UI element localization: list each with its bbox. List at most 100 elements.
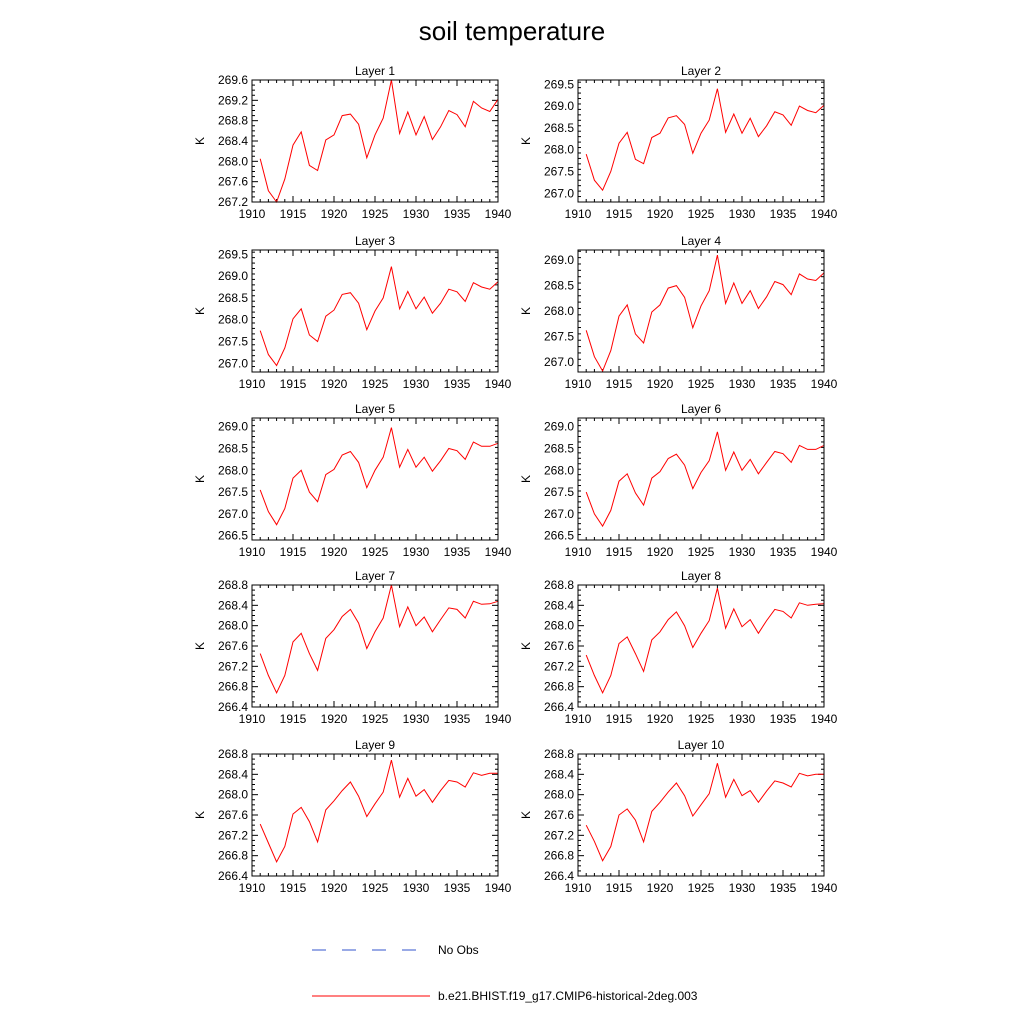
y-tick-label: 266.5 [544,529,574,543]
y-axis-label: K [193,307,207,315]
x-tick-label: 1925 [688,881,715,895]
plot-frame [251,584,499,708]
x-tick-label: 1925 [362,207,389,221]
y-axis-label: K [193,811,207,819]
series-line [585,587,825,694]
panel-title: Layer 4 [681,234,721,248]
series-line [585,88,825,192]
y-tick-label: 268.5 [218,291,248,305]
y-tick-label: 267.6 [544,808,574,822]
y-tick-label: 267.0 [218,507,248,521]
x-tick-label: 1920 [321,881,348,895]
panel-title: Layer 8 [681,569,721,583]
series-line [259,584,499,694]
x-tick-label: 1915 [606,881,633,895]
series-line [259,79,499,204]
panel-title: Layer 6 [681,402,721,416]
y-tick-label: 266.8 [544,680,574,694]
panel-layer-2: Layer 2 K 1910 1915 1920 1925 1930 1935 1940 267.… [519,64,838,221]
x-tick-label: 1935 [444,881,471,895]
x-tick-label: 1925 [688,207,715,221]
y-axis-label: K [519,137,533,145]
y-tick-label: 269.6 [218,73,248,87]
y-tick-label: 268.0 [218,619,248,633]
y-tick-label: 266.4 [544,869,574,883]
x-tick-label: 1930 [729,881,756,895]
y-tick-label: 266.4 [218,869,248,883]
y-tick-label: 268.4 [218,598,248,612]
panel-layer-5: Layer 5 K 1910 1915 1920 1925 1930 1935 1940 266.… [193,402,512,559]
y-tick-label: 267.5 [218,335,248,349]
y-tick-label: 267.5 [218,485,248,499]
y-axis-label: K [193,137,207,145]
x-tick-label: 1910 [565,712,592,726]
panel-layer-7: Layer 7 K 1910 1915 1920 1925 1930 1935 1940 266.… [193,569,512,726]
y-tick-label: 268.0 [544,143,574,157]
x-tick-label: 1935 [770,881,797,895]
y-tick-label: 267.2 [218,195,248,209]
x-tick-label: 1910 [239,207,266,221]
y-tick-label: 266.5 [218,529,248,543]
y-axis-label: K [519,307,533,315]
y-axis-label: K [193,642,207,650]
panel-layer-10: Layer 10 K 1910 1915 1920 1925 1930 1935 1940 266… [519,738,838,895]
x-tick-label: 1940 [811,881,838,895]
x-tick-label: 1910 [239,712,266,726]
x-tick-label: 1925 [362,712,389,726]
x-tick-label: 1920 [321,712,348,726]
y-tick-label: 266.4 [218,700,248,714]
x-tick-label: 1910 [565,881,592,895]
y-tick-label: 268.5 [544,442,574,456]
x-tick-label: 1910 [565,545,592,559]
y-tick-label: 268.8 [218,578,248,592]
plot-frame [251,79,499,203]
x-tick-label: 1935 [770,712,797,726]
y-tick-label: 267.2 [218,659,248,673]
y-tick-label: 268.8 [544,578,574,592]
panel-layer-1: Layer 1 K 1910 1915 1920 1925 1930 1935 1940 267.… [193,64,512,221]
x-tick-label: 1935 [444,545,471,559]
y-tick-label: 268.8 [218,747,248,761]
y-tick-label: 268.0 [218,313,248,327]
y-tick-label: 266.8 [218,680,248,694]
x-tick-label: 1925 [362,881,389,895]
x-tick-label: 1920 [647,712,674,726]
y-tick-label: 269.5 [544,77,574,91]
plot-frame [251,249,499,373]
y-tick-label: 269.0 [218,269,248,283]
x-tick-label: 1925 [688,712,715,726]
x-tick-label: 1920 [647,207,674,221]
panel-layer-4: Layer 4 K 1910 1915 1920 1925 1930 1935 1940 267.… [519,234,838,391]
plot-frame [251,753,499,877]
y-tick-label: 268.0 [544,304,574,318]
x-tick-label: 1910 [565,377,592,391]
y-tick-label: 267.0 [544,355,574,369]
y-tick-label: 268.4 [218,767,248,781]
y-axis-label: K [519,642,533,650]
x-tick-label: 1930 [403,207,430,221]
plot-frame [577,249,825,373]
panel-title: Layer 10 [678,738,725,752]
panel-layer-6: Layer 6 K 1910 1915 1920 1925 1930 1935 1940 266.… [519,402,838,559]
x-tick-label: 1920 [321,377,348,391]
panel-grid: Layer 1 K 1910 1915 1920 1925 1930 1935 1940 267.… [193,64,838,895]
y-tick-label: 266.8 [218,849,248,863]
y-tick-label: 268.8 [544,747,574,761]
y-tick-label: 267.0 [544,186,574,200]
plot-frame [577,584,825,708]
y-tick-label: 269.2 [218,93,248,107]
y-tick-label: 267.5 [544,329,574,343]
y-tick-label: 268.8 [218,114,248,128]
panel-layer-9: Layer 9 K 1910 1915 1920 1925 1930 1935 1940 266.… [193,738,512,895]
y-tick-label: 268.0 [544,788,574,802]
y-tick-label: 267.0 [544,507,574,521]
x-tick-label: 1925 [362,545,389,559]
y-tick-label: 266.4 [544,700,574,714]
figure-title: soil temperature [419,16,605,46]
series-line [259,266,499,367]
y-tick-label: 268.5 [218,442,248,456]
x-tick-label: 1915 [280,712,307,726]
y-tick-label: 266.8 [544,849,574,863]
y-tick-label: 269.0 [544,253,574,267]
